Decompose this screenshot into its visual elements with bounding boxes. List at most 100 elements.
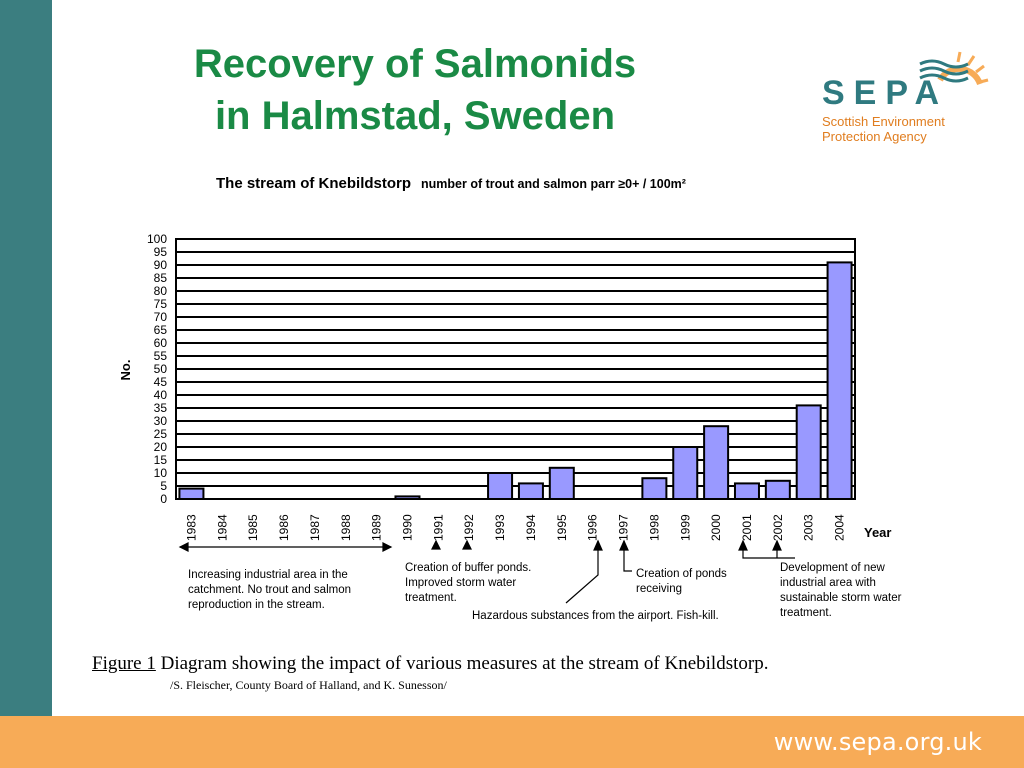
y-tick-label: 45 [154,375,168,389]
logo-subtitle: Scottish Environment Protection Agency [822,114,992,144]
side-accent-bar [0,0,52,716]
y-tick-label: 80 [154,284,168,298]
marker-2001-2002-bracket [742,543,795,559]
bars [178,261,853,501]
y-tick-label: 75 [154,297,168,311]
sun-arc [937,65,983,86]
marker-1996-arrow [565,541,599,604]
annotation-arrows [178,539,795,604]
bar-2001 [733,482,760,500]
y-tick-label: 70 [154,310,168,324]
marker-1997-arrow [623,541,632,572]
y-tick-label: 35 [154,401,168,415]
bar-2003 [795,404,822,500]
x-tick-label: 1994 [524,514,538,541]
x-tick-label: 2001 [740,514,754,541]
chart-title: The stream of Knebildstorp number of trou… [216,175,686,192]
bar-1994 [517,482,544,500]
figure-caption-label: Figure 1 [92,653,156,674]
y-tick-label: 25 [154,427,168,441]
x-tick-labels: 1983 1984 1985 1986 1987 1988 1989 1990 1991 1992… [184,514,846,541]
slide-title: Recovery of Salmonids in Halmstad, Swede… [140,38,690,142]
y-tick-label: 0 [160,492,167,506]
y-tick-label: 40 [154,388,168,402]
y-tick-label: 50 [154,362,168,376]
sepa-logo: SEPA Scottish Environment Protection Age… [820,40,990,150]
sun-ray [956,51,962,63]
y-tick-labels: 0510152025303540455055606570758085909510… [147,232,167,506]
x-tick-label: 2002 [771,514,785,541]
y-tick-label: 85 [154,271,168,285]
x-tick-label: 1987 [308,514,322,541]
sun-ray [966,55,976,66]
figure-caption-credit: /S. Fleischer, County Board of Halland, … [170,678,447,692]
salmonid-bar-chart: 0510152025303540455055606570758085909510… [118,175,902,622]
bar-2002 [764,479,791,500]
marker-1991-icon [431,539,441,550]
y-tick-label: 15 [154,453,168,467]
x-tick-label: 1997 [617,514,631,541]
x-tick-label: 1989 [370,514,384,541]
slide-title-line2: in Halmstad, Sweden [214,94,616,138]
x-tick-label: 1984 [215,514,229,541]
wave-line [919,66,969,76]
x-tick-label: 1990 [400,514,414,541]
marker-2001-head [738,539,748,551]
chart-title-main: The stream of Knebildstorp [216,175,411,192]
period-arrow-left-head [178,542,189,552]
y-tick-label: 60 [154,336,168,350]
footer-url[interactable]: www.sepa.org.uk [773,728,982,756]
y-tick-label: 90 [154,258,168,272]
bar-2004 [826,261,853,500]
x-tick-label: 1993 [493,514,507,541]
figure-caption: Figure 1 Diagram showing the impact of v… [92,653,768,675]
period-arrow-right-head [382,542,393,552]
y-axis-label: No. [118,360,133,381]
sun-ray [975,64,985,74]
x-tick-label: 1999 [678,514,692,541]
annotation-ponds-receiving: Creation of ponds receiving [636,568,727,595]
x-tick-label: 1991 [431,514,445,541]
y-tick-label: 30 [154,414,168,428]
y-tick-label: 65 [154,323,168,337]
marker-1992-icon [462,539,472,550]
annotation-industrial-area: Increasing industrial area in the catchme… [188,569,351,611]
x-tick-label: 2000 [709,514,723,541]
figure-caption-text: Diagram showing the impact of various me… [160,653,769,674]
footer-bar [0,716,1024,768]
grid-lines [176,238,855,500]
x-tick-label: 2004 [833,514,847,541]
chart-subtitle: number of trout and salmon parr ≥0+ / 10… [421,177,686,191]
y-tick-label: 55 [154,349,168,363]
x-tick-label: 1996 [586,514,600,541]
x-tick-label: 2003 [802,514,816,541]
x-tick-label: 1983 [184,514,198,541]
bar-1998 [641,477,668,501]
x-tick-label: 1998 [647,514,661,541]
logo-subtitle-line1: Scottish Environment [822,114,945,129]
sepa-sun-waves-icon [919,51,989,86]
x-tick-label: 1995 [555,514,569,541]
y-tick-label: 20 [154,440,168,454]
y-tick-label: 10 [154,466,168,480]
y-tick-label: 100 [147,232,167,246]
wave-line [919,59,969,69]
marker-2002-head [772,539,782,551]
bar-1999 [672,446,699,500]
bar-2000 [703,425,730,501]
annotation-fish-kill: Hazardous substances from the airport. F… [472,610,719,622]
bar-1995 [548,466,575,500]
x-tick-label: 1985 [246,514,260,541]
y-tick-label: 95 [154,245,168,259]
wave-line [919,73,969,83]
bar-1993 [487,472,514,500]
x-axis-label: Year [864,525,891,540]
annotation-new-industrial-area: Development of new industrial area with su… [780,562,902,619]
annotation-buffer-ponds: Creation of buffer ponds. Improved storm … [405,562,531,604]
x-tick-label: 1986 [277,514,291,541]
x-tick-label: 1988 [339,514,353,541]
bar-1983 [178,487,205,501]
x-tick-label: 1992 [462,514,476,541]
marker-1997-head [619,539,629,551]
y-tick-label: 5 [160,479,167,493]
